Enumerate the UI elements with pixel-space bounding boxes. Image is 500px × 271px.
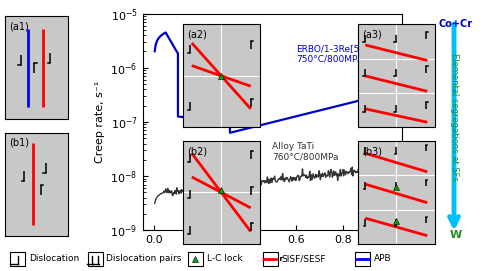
Text: Dislocation: Dislocation (29, 254, 79, 263)
Text: (b2): (b2) (187, 146, 208, 156)
Text: (a1): (a1) (9, 21, 29, 31)
Bar (188, 252, 202, 266)
Bar (10, 252, 25, 266)
Bar (355, 252, 370, 266)
X-axis label: ε/εᵣ: ε/εᵣ (262, 251, 283, 264)
Bar (262, 252, 278, 266)
Text: (b1): (b1) (9, 138, 29, 148)
Text: Alloy TaTi
760°C/800MPa: Alloy TaTi 760°C/800MPa (272, 142, 339, 162)
Text: (b3): (b3) (362, 146, 382, 156)
Bar (88, 252, 102, 266)
Y-axis label: Creep rate, s⁻¹: Creep rate, s⁻¹ (95, 81, 105, 163)
Text: L-C lock: L-C lock (206, 254, 242, 263)
Text: W: W (450, 230, 462, 240)
Text: Dislocation pairs: Dislocation pairs (106, 254, 182, 263)
Text: (a2): (a2) (187, 30, 207, 40)
Text: APB: APB (374, 254, 392, 263)
Text: Co+Cr: Co+Cr (438, 19, 472, 29)
Text: (a3): (a3) (362, 30, 382, 40)
Text: ERBO/1-3Re[5]
750°C/800MPa: ERBO/1-3Re[5] 750°C/800MPa (296, 44, 363, 64)
Text: Elemental segregations at SFs: Elemental segregations at SFs (450, 53, 458, 180)
Text: SISF/SESF: SISF/SESF (282, 254, 326, 263)
